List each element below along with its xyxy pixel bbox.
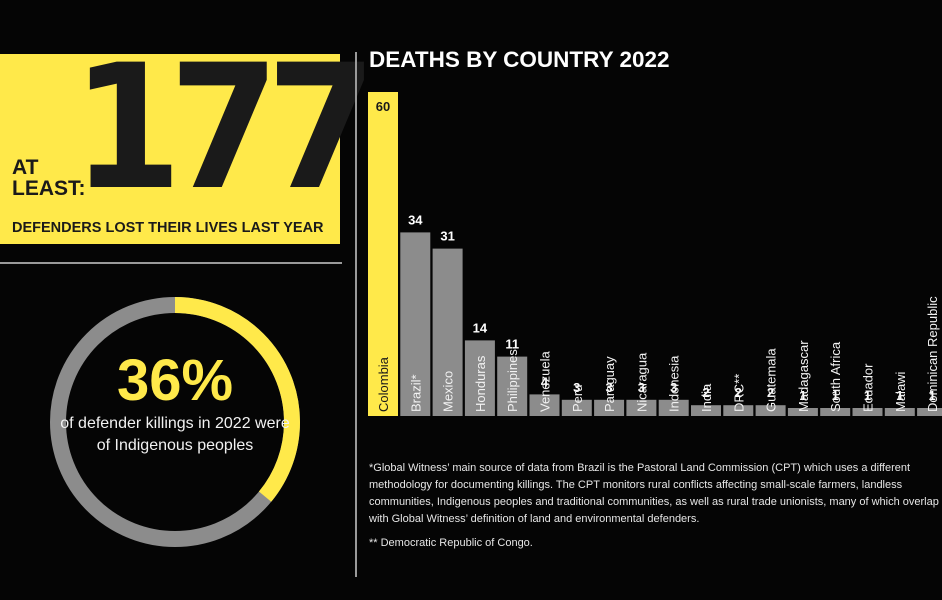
bar-value-label: 1 [864,388,871,403]
bar-drc [723,405,754,416]
indigenous-donut-chart [50,297,300,547]
bar-ecuador [852,408,883,416]
footnote-brazil: *Global Witness’ main source of data fro… [369,462,939,525]
category-label: Venezuela [538,351,553,412]
category-label: Colombia [376,356,391,412]
footnote-drc: ** Democratic Republic of Congo. [369,537,533,549]
category-label: Honduras [473,355,488,412]
category-label: Nicaragua [634,352,649,412]
bar-value-label: 11 [505,337,519,352]
bar-value-label: 3 [670,380,677,395]
bar-brazil [400,232,431,416]
category-label: Brazil* [408,374,423,412]
category-label: India [699,383,714,412]
bar-malawi [884,408,915,416]
bar-venezuela [529,394,560,416]
bar-value-label: 1 [896,388,903,403]
bar-philippines [497,356,528,416]
donut-percent: 36% [116,348,234,413]
bar-nicaragua [626,399,657,416]
bar-madagascar [787,408,818,416]
bar-value-label: 3 [573,380,580,395]
bar-value-label: 2 [702,385,709,400]
bar-value-label: 14 [473,320,488,335]
bar-value-label: 1 [799,388,806,403]
bar-value-label: 1 [832,388,839,403]
headline-number: 177 [72,27,377,228]
category-label: Philippines [505,349,520,412]
category-label: Madagascar [796,340,811,412]
headline-box: 177 AT LEAST: DEFENDERS LOST THEIR LIVES… [0,42,377,244]
bar-indonesia [658,399,689,416]
category-label: DRC** [731,374,746,412]
category-label: Malawi [893,371,908,412]
chart-title: DEATHS BY COUNTRY 2022 [369,47,670,72]
donut-fill [50,297,300,547]
headline-subtitle: DEFENDERS LOST THEIR LIVES LAST YEAR [12,220,324,236]
category-label: Dominican Republic [925,296,940,412]
bar-value-label: 1 [928,388,935,403]
bar-peru [561,399,592,416]
bar-colombia [368,92,398,416]
category-label: Paraguay [602,356,617,412]
bar-value-label: 2 [735,385,742,400]
category-label: Indonesia [667,355,682,412]
category-label: Ecuador [861,363,876,412]
bar-value-label: 4 [541,374,549,389]
bar-guatemala [755,405,786,416]
bar-dominican-republic [917,408,942,416]
bar-value-label: 60 [376,99,390,114]
bar-south-africa [820,408,851,416]
donut-caption: of defender killings in 2022 were of Ind… [60,415,290,454]
headline-prefix: AT LEAST: [12,156,86,200]
bar-value-label: 34 [408,212,423,227]
vertical-divider [355,52,357,577]
bar-value-label: 31 [440,229,454,244]
category-label: Peru [570,385,585,412]
bar-honduras [464,340,495,416]
bar-mexico [432,248,463,416]
deaths-bar-chart: 60Colombia34Brazil*31Mexico14Honduras11P… [368,92,942,416]
category-label: Mexico [441,371,456,412]
bar-value-label: 3 [605,380,612,395]
bar-value-label: 2 [767,385,774,400]
category-label: South Africa [828,341,843,412]
bar-paraguay [594,399,625,416]
bar-value-label: 3 [638,380,645,395]
bar-india [691,405,721,416]
category-label: Guatemala [764,348,779,412]
section-divider [0,262,342,264]
